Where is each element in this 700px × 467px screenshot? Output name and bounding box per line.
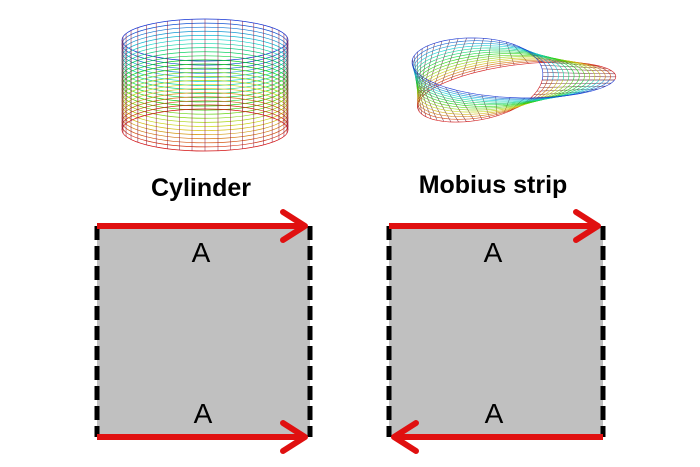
cylinder-3d-figure [122,19,288,151]
mobius-bottom-label: A [485,398,504,429]
mobius-3d-figure [412,38,616,122]
mobius-title: Mobius strip [419,171,568,199]
cylinder-top-label: A [192,237,211,268]
mobius-top-label: A [484,237,503,268]
cylinder-title: Cylinder [151,174,251,202]
cylinder-bottom-label: A [194,398,213,429]
